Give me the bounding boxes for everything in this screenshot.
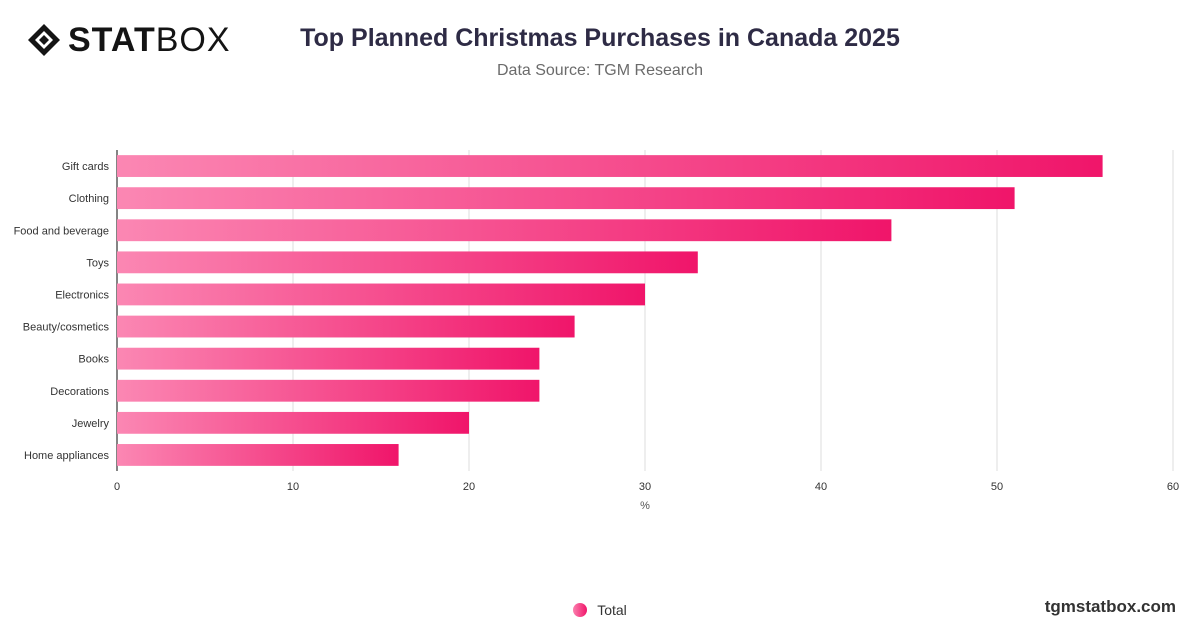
y-category-label: Beauty/cosmetics — [23, 322, 110, 334]
chart-legend[interactable]: Total — [0, 602, 1200, 618]
y-category-label: Home appliances — [24, 450, 109, 462]
y-category-label: Decorations — [50, 386, 109, 398]
bar-jewelry[interactable] — [117, 411, 469, 434]
x-tick-label: 30 — [639, 481, 651, 493]
bar-toys[interactable] — [117, 251, 698, 274]
logo-wordmark: STATBOX — [68, 21, 231, 59]
footer-site: tgmstatbox.com — [1044, 597, 1176, 616]
y-category-label: Food and beverage — [14, 225, 109, 237]
legend-label: Total — [597, 602, 627, 618]
y-category-label: Electronics — [55, 289, 109, 301]
x-tick-label: 20 — [463, 481, 475, 493]
bar-gift-cards[interactable] — [117, 155, 1103, 177]
x-tick-label: 10 — [287, 481, 299, 493]
bar-decorations[interactable] — [117, 379, 540, 402]
chart-title: Top Planned Christmas Purchases in Canad… — [300, 24, 900, 52]
bar-books[interactable] — [117, 347, 540, 370]
statbox-logo: STATBOX — [26, 20, 231, 60]
y-category-label: Jewelry — [72, 418, 110, 430]
y-category-label: Books — [78, 354, 109, 366]
legend-marker — [573, 603, 588, 617]
x-tick-label: 60 — [1167, 481, 1179, 493]
x-axis-title: % — [640, 500, 650, 512]
x-tick-label: 0 — [114, 481, 120, 493]
bar-electronics[interactable] — [117, 283, 645, 306]
y-category-label: Clothing — [69, 193, 109, 205]
x-tick-label: 50 — [991, 481, 1003, 493]
statbox-diamond-icon — [28, 24, 60, 56]
bar-beauty-cosmetics[interactable] — [117, 315, 575, 338]
bar-clothing[interactable] — [117, 187, 1015, 210]
bar-home-appliances[interactable] — [117, 444, 399, 466]
x-tick-label: 40 — [815, 481, 827, 493]
chart-subtitle: Data Source: TGM Research — [496, 62, 703, 79]
y-category-label: Gift cards — [62, 161, 110, 173]
y-category-label: Toys — [86, 257, 109, 269]
bar-food-and-beverage[interactable] — [117, 219, 892, 242]
